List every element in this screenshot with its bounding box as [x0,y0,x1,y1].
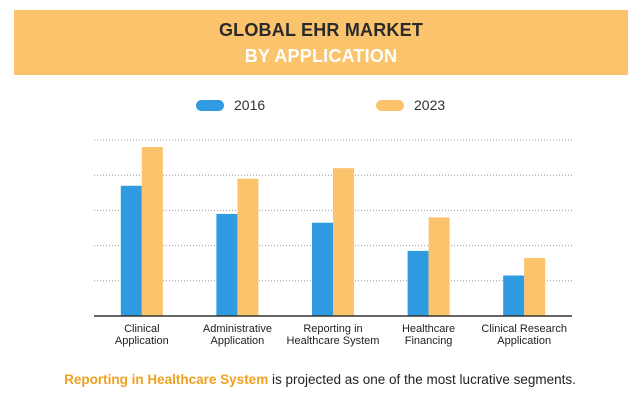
x-tick-label: Application [210,335,264,347]
bar-2023-3 [428,217,450,316]
footer-highlight: Reporting in Healthcare System [64,372,269,387]
x-tick-label: Healthcare System [287,335,380,347]
legend-item-2023: 2023 [376,97,445,113]
bar-2016-1 [216,213,238,316]
bar-2023-2 [333,168,354,316]
bar-2023-4 [524,257,546,316]
legend-swatch-2016 [196,99,224,111]
x-tick-label: Application [115,335,169,347]
legend: 2016 2023 [0,97,640,117]
x-tick-label: Reporting in [303,323,362,335]
bar-2023-1 [237,178,259,316]
legend-item-2016: 2016 [196,97,265,113]
bar-2016-0 [120,185,142,316]
footer-text: is projected as one of the most lucrativ… [268,372,576,387]
legend-label-2016: 2016 [234,97,266,113]
legend-swatch-2023 [376,99,404,111]
legend-label-2023: 2023 [414,97,446,113]
x-tick-label: Clinical [124,323,159,335]
x-tick-label: Clinical Research [481,323,567,335]
bar-2016-3 [407,250,429,316]
chart-subtitle: BY APPLICATION [244,46,398,66]
x-tick-label: Healthcare [402,323,455,335]
x-tick-label: Application [497,335,551,347]
title-banner: GLOBAL EHR MARKET BY APPLICATION [14,10,628,75]
chart-title: GLOBAL EHR MARKET [218,20,424,40]
bar-2016-2 [312,222,333,316]
x-tick-label: Administrative [203,323,272,335]
bar-2023-0 [141,147,163,316]
bar-2016-4 [503,275,525,316]
x-tick-label: Financing [405,335,453,347]
footer-note: Reporting in Healthcare System is projec… [0,372,640,387]
bar-chart: ClinicalApplicationAdministrativeApplica… [94,139,572,347]
